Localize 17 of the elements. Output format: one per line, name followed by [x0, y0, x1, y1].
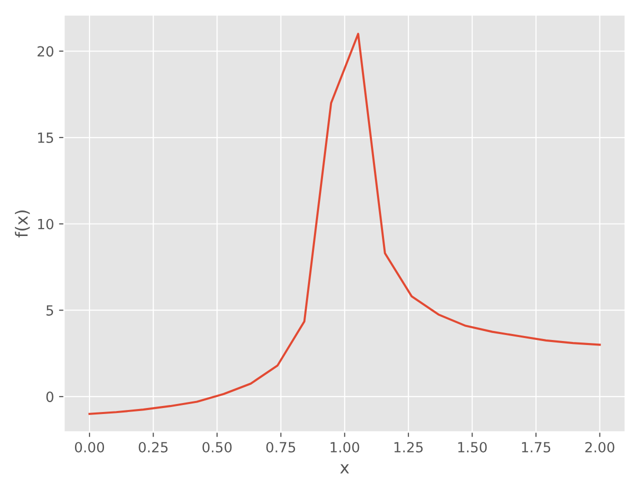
x-tick-label: 0.75 — [266, 442, 296, 452]
line-series — [88, 32, 601, 415]
y-tick-label: 20 — [38, 46, 54, 57]
x-tick-label: 1.50 — [458, 442, 487, 452]
y-tick-label: 0 — [46, 392, 54, 402]
x-tick-label: 1.00 — [330, 442, 360, 452]
x-tick-label: 0.50 — [202, 442, 232, 452]
y-tick-label: 10 — [38, 218, 54, 230]
y-tick-label: 15 — [38, 132, 54, 143]
x-tick-label: 0.25 — [138, 442, 168, 452]
x-tick-label: 2.00 — [585, 442, 614, 452]
x-tick-label: 0.00 — [74, 442, 104, 452]
y-tick-label: 5 — [46, 305, 54, 316]
y-axis-title: f(x) — [14, 210, 30, 238]
x-tick-label: 1.25 — [394, 442, 423, 452]
x-tick-label: 1.75 — [522, 442, 550, 452]
x-axis-title: x — [340, 464, 350, 474]
